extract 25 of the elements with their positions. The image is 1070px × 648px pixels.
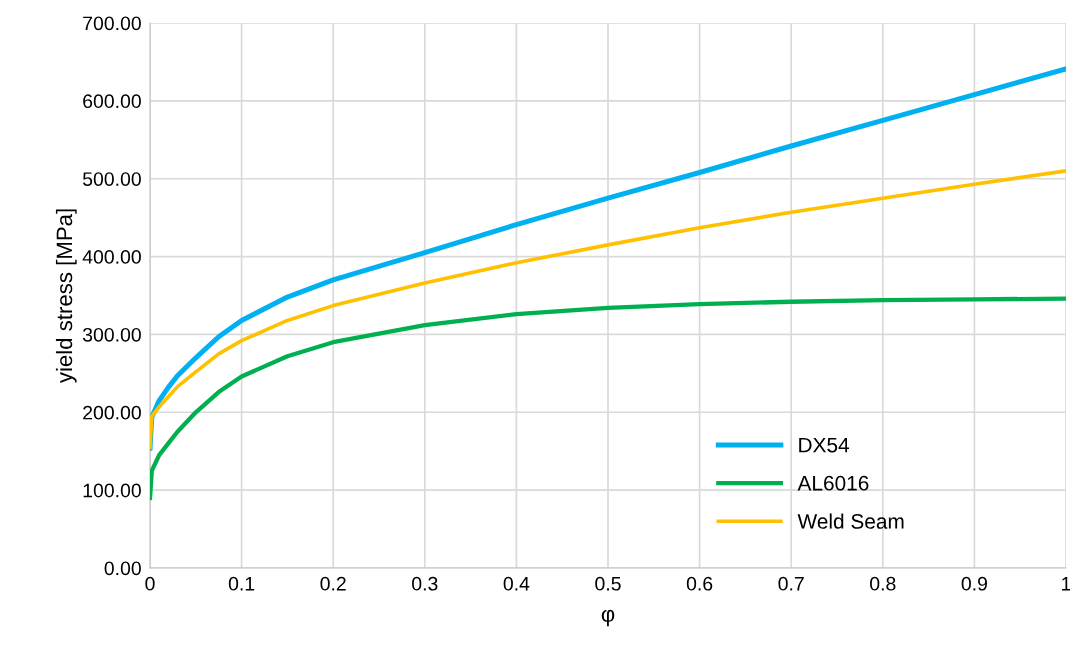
- x-axis-title: φ: [601, 609, 615, 627]
- x-tick-label: 0.3: [412, 576, 438, 591]
- x-tick-label: 0.6: [686, 576, 713, 591]
- x-tick-label: 0: [145, 576, 155, 591]
- y-tick-label: 300.00: [82, 327, 141, 342]
- y-tick-label: 500.00: [82, 172, 141, 186]
- legend-label: AL6016: [797, 475, 869, 491]
- y-tick-label: 100.00: [83, 483, 141, 498]
- x-tick-label: 0.2: [320, 576, 346, 591]
- x-tick-label: 0.9: [961, 576, 987, 591]
- y-tick-label: 0.00: [104, 561, 141, 576]
- y-tick-label: 600.00: [83, 94, 141, 109]
- y-tick-label: 400.00: [82, 250, 141, 264]
- legend-label: DX54: [799, 437, 850, 453]
- x-tick-label: 0.1: [228, 576, 255, 591]
- x-tick-label: 1: [1062, 577, 1070, 591]
- x-tick-label: 0.4: [503, 576, 530, 591]
- x-tick-label: 0.8: [870, 576, 896, 591]
- x-tick-label: 0.5: [595, 576, 621, 591]
- legend-label: Weld Seam: [797, 513, 904, 529]
- x-tick-label: 0.7: [778, 576, 804, 591]
- y-tick-label: 700.00: [83, 16, 141, 31]
- y-axis-title: yield stress [MPa]: [55, 209, 77, 384]
- y-tick-label: 200.00: [83, 405, 141, 420]
- line-series: [150, 296, 1066, 501]
